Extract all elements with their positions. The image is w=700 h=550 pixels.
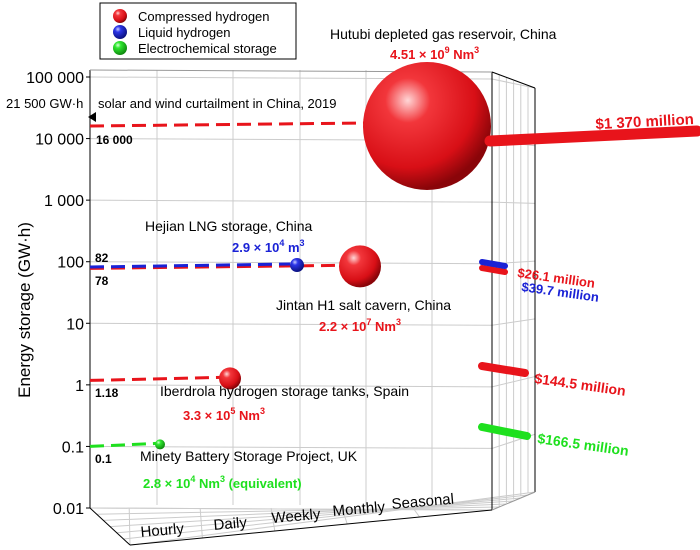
- x-tick-label: Hourly: [140, 520, 185, 541]
- y-axis-label: Energy storage (GW·h): [15, 222, 34, 398]
- y-tick-label: 0.1: [62, 439, 84, 456]
- point-name-minety: Minety Battery Storage Project, UK: [140, 448, 358, 464]
- point-volume-iberdrola: 3.3 × 105 Nm3: [183, 406, 265, 423]
- curtailment-value: 21 500 GW·h: [6, 96, 83, 111]
- cost-bar-3: [478, 362, 529, 377]
- cost-bar-2: [479, 259, 508, 269]
- bubble-3: [219, 367, 241, 390]
- value-label-minety: 0.1: [95, 452, 112, 466]
- y-value-labels: 16 000 82 78 1.18 0.1: [95, 133, 133, 466]
- grid-line-floor: [110, 500, 514, 528]
- curtailment-annotation: 21 500 GW·h solar and wind curtailment i…: [6, 96, 336, 122]
- point-name-hejian: Hejian LNG storage, China: [145, 218, 313, 234]
- x-tick-label: Monthly: [332, 498, 386, 520]
- label-hejian: Hejian LNG storage, China 2.9 × 104 m3: [145, 218, 313, 255]
- y-tick-label: 10 000: [35, 132, 84, 149]
- legend-marker-compressed: [113, 9, 127, 23]
- legend-label-compressed: Compressed hydrogen: [138, 9, 270, 24]
- curtailment-text: solar and wind curtailment in China, 201…: [98, 96, 336, 111]
- point-name-hutubi: Hutubi depleted gas reservoir, China: [330, 26, 557, 42]
- cost-label-iberdrola: $144.5 million: [534, 370, 627, 399]
- cost-bar-4: [478, 423, 531, 440]
- y-tick-label: 100: [57, 255, 84, 272]
- bubble-4: [155, 439, 165, 450]
- cost-bar-1: [479, 265, 508, 275]
- data-marks: [89, 62, 700, 450]
- x-tick-label: Daily: [213, 514, 248, 534]
- x-tick-label: Weekly: [271, 506, 322, 527]
- legend-box: [99, 2, 297, 60]
- grid-line-floor-depth: [128, 507, 131, 546]
- value-label-iberdrola: 1.18: [95, 386, 119, 400]
- grid-line-floor: [123, 494, 529, 540]
- leader-line-2: [89, 262, 291, 269]
- legend-label-electrochemical: Electrochemical storage: [138, 41, 277, 56]
- bubble-0: [363, 62, 491, 191]
- grid: [89, 70, 536, 546]
- leader-line-4: [89, 441, 157, 448]
- cost-label-minety: $166.5 million: [537, 430, 630, 459]
- y-tick-label: 1 000: [44, 193, 84, 210]
- grid-line-floor: [103, 503, 507, 521]
- cost-labels: $1 370 million $26.1 million $39.7 milli…: [517, 111, 695, 459]
- leader-line-0: [89, 121, 366, 128]
- grid-line-floor: [89, 507, 493, 511]
- y-axis: 100 000 10 000 1 000 100 10 1 0.1 0.01: [26, 70, 90, 518]
- point-volume-hejian: 2.9 × 104 m3: [232, 238, 305, 255]
- x-tick-label: Seasonal: [391, 491, 455, 513]
- bubble-2: [290, 258, 304, 273]
- cost-bar-0: [484, 125, 700, 147]
- grid-line-floor: [96, 506, 500, 515]
- y-tick-label: 1: [75, 378, 84, 395]
- grid-line-floor: [130, 491, 536, 546]
- cost-label-hutubi: $1 370 million: [595, 111, 694, 133]
- label-iberdrola: Iberdrola hydrogen storage tanks, Spain …: [160, 383, 409, 423]
- point-volume-jintan: 2.2 × 107 Nm3: [319, 317, 401, 334]
- y-tick-label: 10: [66, 316, 84, 333]
- value-label-hejian: 82: [95, 251, 109, 265]
- legend-label-liquid: Liquid hydrogen: [138, 25, 231, 40]
- legend-marker-liquid: [113, 25, 127, 39]
- grid-line-floor-depth: [341, 507, 348, 525]
- point-volume-minety: 2.8 × 104 Nm3 (equivalent): [143, 474, 302, 491]
- leader-line-3: [89, 375, 221, 382]
- legend: Compressed hydrogen Liquid hydrogen Elec…: [99, 2, 297, 60]
- x-axis: Hourly Daily Weekly Monthly Seasonal: [140, 491, 455, 541]
- value-label-jintan: 78: [95, 274, 109, 288]
- curtailment-arrow: [88, 112, 96, 122]
- label-minety: Minety Battery Storage Project, UK 2.8 ×…: [140, 448, 358, 491]
- y-tick-label: 0.01: [53, 501, 84, 518]
- value-label-hutubi: 16 000: [96, 133, 133, 147]
- grid-line-floor-depth: [199, 507, 203, 539]
- point-name-jintan: Jintan H1 salt cavern, China: [276, 297, 451, 313]
- label-hutubi: Hutubi depleted gas reservoir, China 4.5…: [330, 26, 557, 62]
- point-name-iberdrola: Iberdrola hydrogen storage tanks, Spain: [160, 383, 409, 399]
- legend-marker-electrochemical: [113, 41, 127, 55]
- grid-line-floor: [116, 497, 521, 534]
- y-tick-label: 100 000: [26, 70, 84, 87]
- grid-line-floor-depth: [270, 507, 276, 532]
- bubble-1: [339, 245, 381, 288]
- point-volume-hutubi: 4.51 × 109 Nm3: [390, 45, 479, 62]
- label-jintan: Jintan H1 salt cavern, China 2.2 × 107 N…: [276, 297, 451, 334]
- grid-line-floor-depth: [412, 507, 421, 518]
